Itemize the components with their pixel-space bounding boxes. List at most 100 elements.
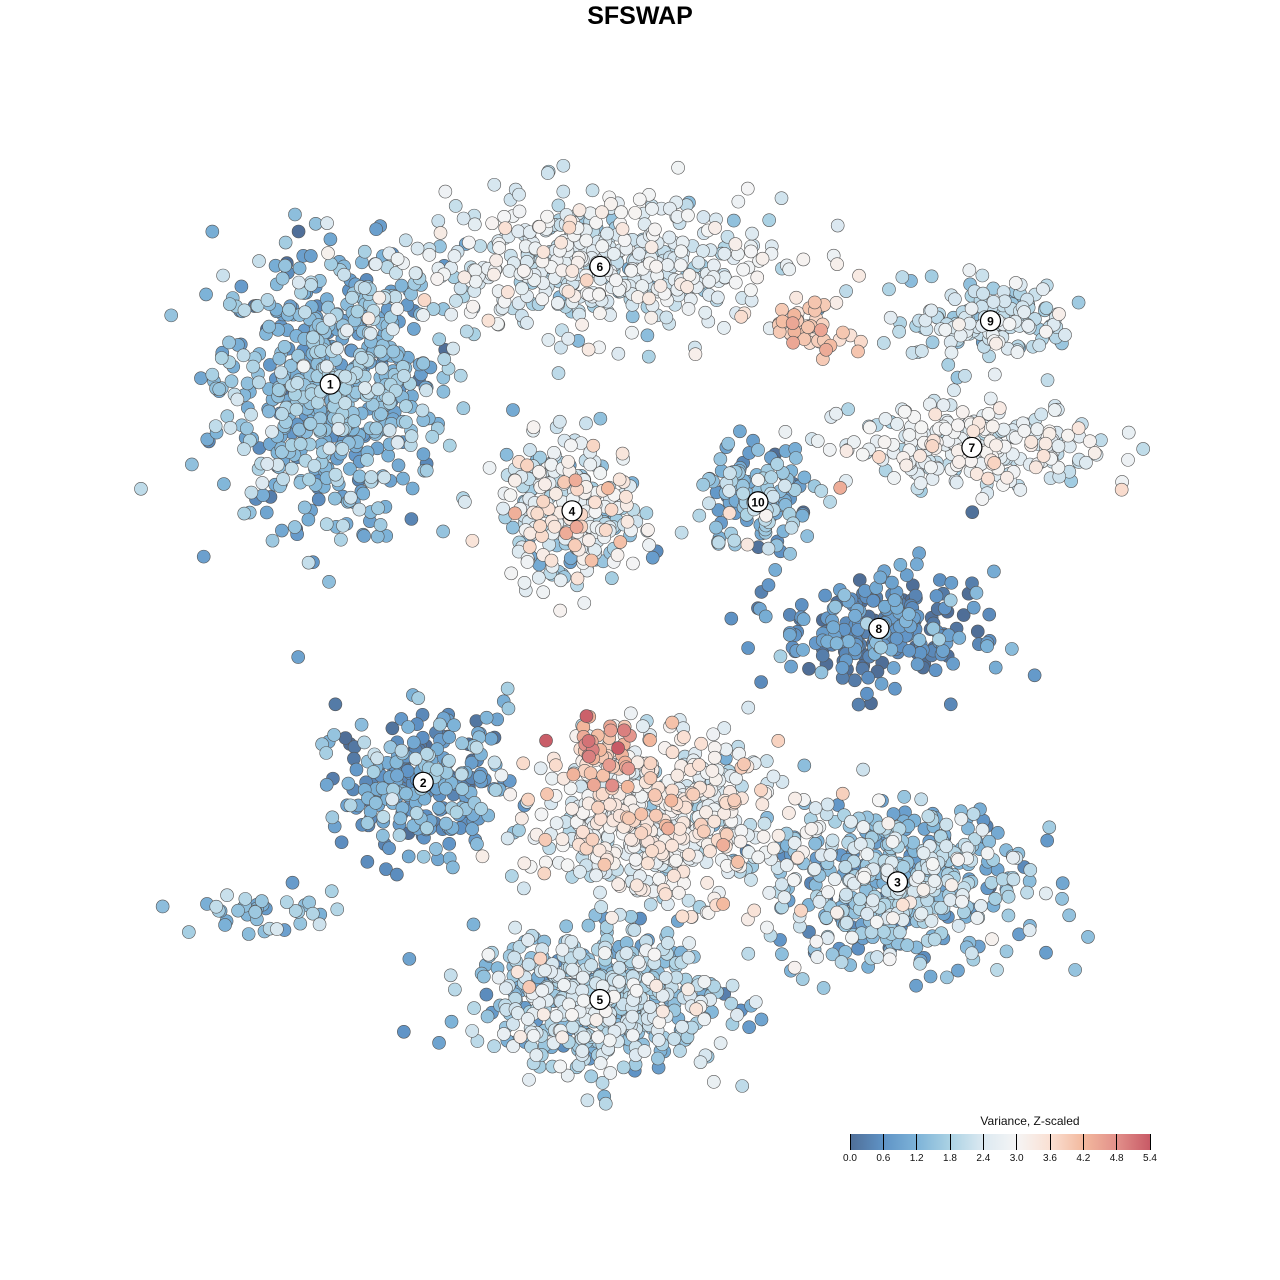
legend-tick-label: 2.4 xyxy=(976,1153,991,1164)
data-point xyxy=(723,466,737,480)
data-point xyxy=(617,233,632,247)
data-point xyxy=(237,303,252,318)
cluster-label-text: 6 xyxy=(597,260,604,274)
data-point xyxy=(537,866,552,881)
data-point xyxy=(446,341,460,356)
data-point xyxy=(1136,442,1150,456)
data-point xyxy=(823,848,838,862)
data-point xyxy=(680,280,694,294)
data-point xyxy=(925,439,940,453)
data-point xyxy=(883,310,898,325)
data-point xyxy=(419,383,433,398)
data-point xyxy=(779,858,794,872)
data-point xyxy=(632,246,646,261)
data-point xyxy=(508,920,522,935)
data-point xyxy=(371,382,385,397)
data-point xyxy=(477,969,491,984)
cluster-label-3: 3 xyxy=(886,871,909,893)
data-point xyxy=(601,481,615,496)
data-point xyxy=(951,418,965,433)
data-point xyxy=(696,244,710,258)
data-point xyxy=(497,1027,511,1041)
data-point xyxy=(839,887,853,902)
data-point xyxy=(899,458,914,473)
data-point xyxy=(582,533,596,548)
data-point xyxy=(848,609,862,623)
data-point xyxy=(541,333,556,347)
data-point xyxy=(886,661,901,675)
data-point xyxy=(1001,889,1016,904)
data-point xyxy=(966,424,981,439)
data-point xyxy=(796,612,811,627)
data-point xyxy=(448,982,462,997)
data-point xyxy=(643,1000,657,1014)
data-point xyxy=(265,424,279,439)
data-point xyxy=(1039,945,1053,960)
data-point xyxy=(662,230,677,245)
data-point xyxy=(312,917,327,932)
data-point xyxy=(433,717,447,732)
data-point xyxy=(564,438,578,453)
cluster-label-text: 3 xyxy=(894,875,901,889)
data-point xyxy=(682,936,696,950)
data-point xyxy=(758,609,773,624)
data-point xyxy=(237,442,251,456)
data-point xyxy=(462,235,476,250)
legend-tick-label: 4.8 xyxy=(1109,1153,1124,1164)
data-point xyxy=(989,336,1003,351)
data-point xyxy=(595,205,609,219)
data-point xyxy=(833,480,848,495)
data-point xyxy=(886,911,900,925)
data-point xyxy=(634,826,649,840)
data-point xyxy=(771,828,786,843)
data-point xyxy=(902,428,917,442)
data-point xyxy=(751,443,765,457)
data-point xyxy=(565,801,579,816)
data-point xyxy=(442,753,456,768)
data-point xyxy=(609,273,623,288)
data-point xyxy=(325,810,340,825)
data-point xyxy=(589,1013,604,1027)
data-point xyxy=(559,919,574,934)
data-point xyxy=(275,407,289,421)
data-point xyxy=(506,403,520,417)
data-point xyxy=(343,462,357,476)
data-point xyxy=(556,158,571,173)
data-point xyxy=(616,1060,631,1075)
data-point xyxy=(350,304,365,319)
data-point xyxy=(481,947,496,962)
data-point xyxy=(398,233,413,248)
data-point xyxy=(782,806,796,820)
data-point xyxy=(579,709,594,723)
data-point xyxy=(987,456,1002,470)
data-point xyxy=(555,942,570,957)
data-point xyxy=(671,160,685,175)
data-point xyxy=(983,391,998,406)
data-point xyxy=(653,279,668,293)
chart-title: SFSWAP xyxy=(587,2,693,30)
data-point xyxy=(925,857,940,871)
data-point xyxy=(713,452,728,466)
data-point xyxy=(992,401,1007,416)
data-point xyxy=(587,778,601,792)
data-point xyxy=(361,311,376,326)
data-point xyxy=(637,1044,652,1058)
data-point xyxy=(733,834,748,849)
data-point xyxy=(458,495,472,509)
data-point xyxy=(536,245,551,259)
data-point xyxy=(615,446,630,461)
data-point xyxy=(209,899,224,914)
data-point xyxy=(338,369,353,384)
data-point xyxy=(810,950,825,964)
data-point xyxy=(602,758,617,772)
data-point xyxy=(985,419,1000,434)
data-point xyxy=(860,686,874,701)
data-point xyxy=(319,517,334,531)
data-point xyxy=(220,888,234,903)
data-point xyxy=(369,222,383,237)
data-point xyxy=(642,538,656,552)
data-point xyxy=(320,216,334,230)
data-point xyxy=(489,253,503,268)
data-point xyxy=(134,481,148,496)
legend-tick-mark xyxy=(1116,1134,1118,1150)
